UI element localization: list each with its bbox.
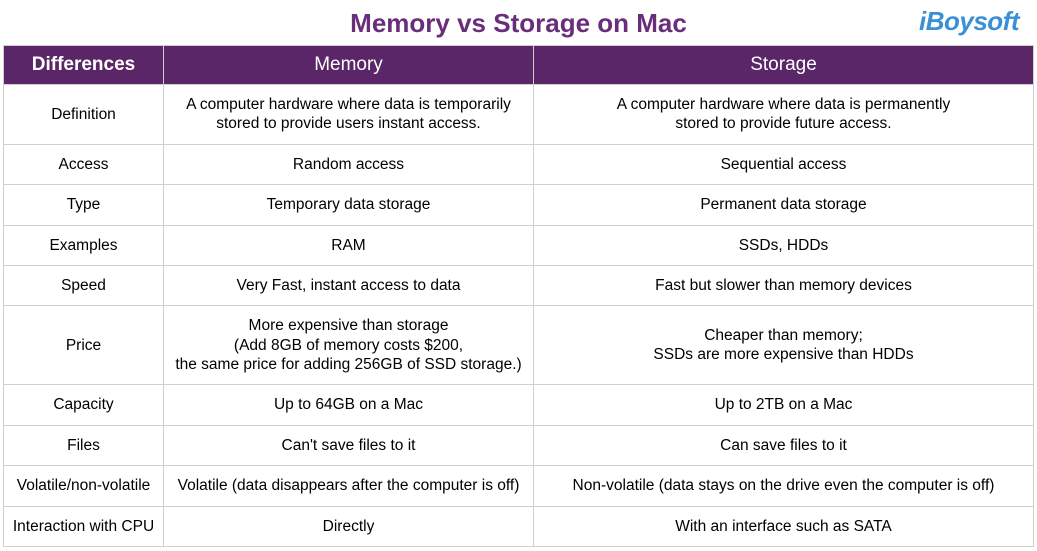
row-label: Type	[4, 185, 164, 225]
row-value: Up to 2TB on a Mac	[534, 385, 1034, 425]
table-row: DefinitionA computer hardware where data…	[4, 85, 1034, 145]
row-label: Interaction with CPU	[4, 506, 164, 546]
table-row: Volatile/non-volatileVolatile (data disa…	[4, 466, 1034, 506]
row-value: Temporary data storage	[164, 185, 534, 225]
row-label: Speed	[4, 265, 164, 305]
page-title: Memory vs Storage on Mac	[350, 8, 687, 38]
col-header-storage: Storage	[534, 46, 1034, 85]
row-label: Price	[4, 306, 164, 385]
row-label: Access	[4, 144, 164, 184]
row-value: With an interface such as SATA	[534, 506, 1034, 546]
row-label: Examples	[4, 225, 164, 265]
row-value: Non-volatile (data stays on the drive ev…	[534, 466, 1034, 506]
row-label: Volatile/non-volatile	[4, 466, 164, 506]
table-row: CapacityUp to 64GB on a MacUp to 2TB on …	[4, 385, 1034, 425]
table-row: TypeTemporary data storagePermanent data…	[4, 185, 1034, 225]
brand-logo: iBoysoft	[919, 6, 1019, 37]
row-label: Capacity	[4, 385, 164, 425]
row-value: Very Fast, instant access to data	[164, 265, 534, 305]
row-value: Sequential access	[534, 144, 1034, 184]
row-label: Definition	[4, 85, 164, 145]
table-row: PriceMore expensive than storage (Add 8G…	[4, 306, 1034, 385]
table-row: ExamplesRAMSSDs, HDDs	[4, 225, 1034, 265]
table-row: SpeedVery Fast, instant access to dataFa…	[4, 265, 1034, 305]
col-header-memory: Memory	[164, 46, 534, 85]
row-value: RAM	[164, 225, 534, 265]
table-row: FilesCan't save files to itCan save file…	[4, 425, 1034, 465]
row-value: A computer hardware where data is perman…	[534, 85, 1034, 145]
row-value: SSDs, HDDs	[534, 225, 1034, 265]
row-value: Directly	[164, 506, 534, 546]
row-value: Cheaper than memory; SSDs are more expen…	[534, 306, 1034, 385]
row-value: More expensive than storage (Add 8GB of …	[164, 306, 534, 385]
table-body: DefinitionA computer hardware where data…	[4, 85, 1034, 547]
row-label: Files	[4, 425, 164, 465]
row-value: Random access	[164, 144, 534, 184]
row-value: Up to 64GB on a Mac	[164, 385, 534, 425]
row-value: Can't save files to it	[164, 425, 534, 465]
col-header-differences: Differences	[4, 46, 164, 85]
row-value: Volatile (data disappears after the comp…	[164, 466, 534, 506]
table-header-row: Differences Memory Storage	[4, 46, 1034, 85]
title-bar: Memory vs Storage on Mac iBoysoft	[0, 0, 1037, 45]
row-value: A computer hardware where data is tempor…	[164, 85, 534, 145]
table-row: Interaction with CPUDirectlyWith an inte…	[4, 506, 1034, 546]
row-value: Fast but slower than memory devices	[534, 265, 1034, 305]
comparison-table: Differences Memory Storage DefinitionA c…	[3, 45, 1034, 547]
row-value: Permanent data storage	[534, 185, 1034, 225]
row-value: Can save files to it	[534, 425, 1034, 465]
table-row: AccessRandom accessSequential access	[4, 144, 1034, 184]
